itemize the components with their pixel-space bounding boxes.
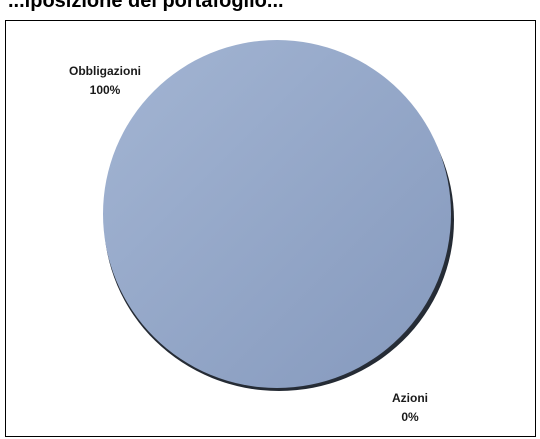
slice-name-azioni: Azioni	[392, 391, 428, 405]
pie-slice-obbligazioni	[103, 40, 451, 388]
slice-name-obbligazioni: Obbligazioni	[69, 64, 141, 78]
slice-percent-azioni: 0%	[401, 410, 419, 424]
slice-percent-obbligazioni: 100%	[89, 83, 121, 97]
page-title: ...iposizione del portafoglio...	[8, 0, 284, 12]
slice-label-azioni: Azioni 0%	[360, 389, 460, 427]
slice-label-obbligazioni: Obbligazioni 100%	[45, 62, 165, 100]
